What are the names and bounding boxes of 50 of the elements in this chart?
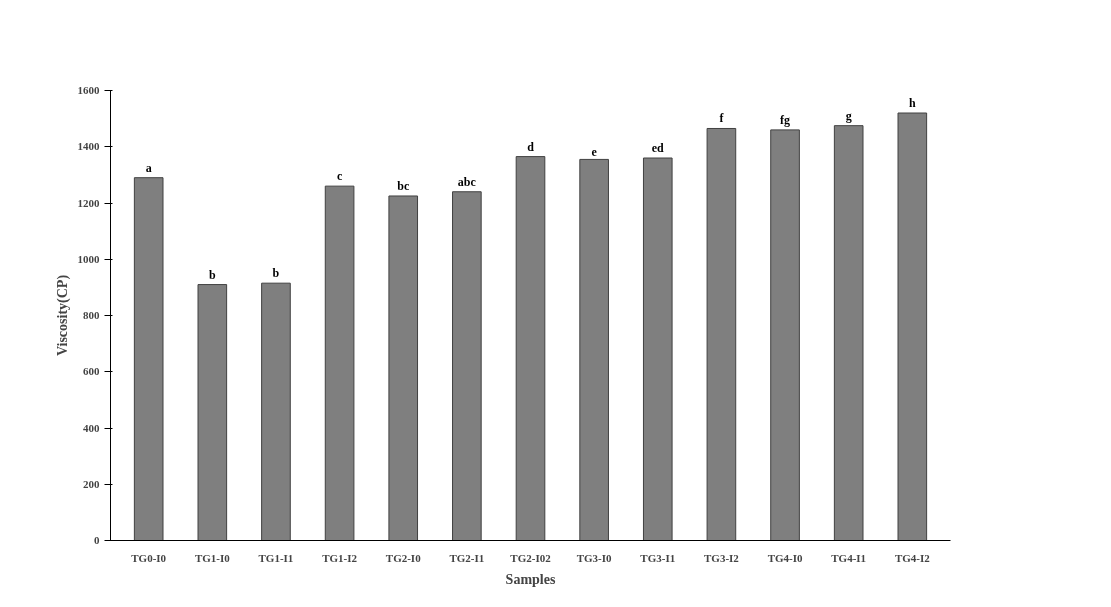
annotation: fg [780,112,791,127]
annotation: b [272,266,280,281]
x-tick-label: TG3-I2 [703,551,740,564]
annotation: b [208,267,216,282]
bar [515,156,546,541]
x-tick-label: TG1-I2 [322,551,358,564]
x-tick-label: TG2-I0 [385,551,422,564]
y-tick-label: 1200 [77,196,100,209]
bar [261,282,291,541]
y-tick-label: 1000 [77,252,100,265]
bar [897,112,928,541]
annotation: c [336,169,343,184]
annotation: h [908,96,916,110]
annotation: e [591,145,598,160]
annotation: ed [651,141,665,155]
y-tick-label: 800 [83,309,100,321]
x-tick-label: TG3-I0 [576,551,613,564]
annotation: d [527,139,535,154]
bar [579,158,609,541]
bar [706,127,737,541]
bar [833,125,864,541]
bar [197,284,228,541]
annotation: g [845,108,852,123]
x-tick-label: TG3-I1 [640,551,676,564]
bar [133,177,164,541]
x-tick-label: TG4-I1 [831,551,867,564]
y-tick-label: 1600 [77,84,100,96]
annotation: abc [457,174,477,189]
y-tick-label: 200 [83,477,100,490]
annotation: f [719,111,725,126]
annotation: a [145,160,152,175]
x-tick-label: TG1-I1 [258,551,294,564]
x-tick-label: TG2-I02 [510,551,552,564]
x-tick-label: TG0-I0 [131,551,167,564]
x-axis-title: Samples [505,571,556,587]
x-tick-label: TG4-I0 [767,551,803,564]
bar [770,129,800,541]
bar [388,195,419,541]
bar [452,191,482,541]
x-tick-label: TG2-I1 [449,551,485,564]
x-tick-label: TG1-I0 [194,551,231,564]
y-tick-label: 600 [83,365,100,378]
bar [642,157,673,541]
annotation: bc [397,178,410,193]
y-axis-title: Viscosity(CP) [54,274,71,357]
y-tick-label: 400 [83,421,100,434]
bar [324,185,355,541]
y-tick-label: 1400 [77,140,100,153]
y-tick-label: 0 [94,534,100,546]
x-tick-label: TG4-I2 [894,551,931,564]
